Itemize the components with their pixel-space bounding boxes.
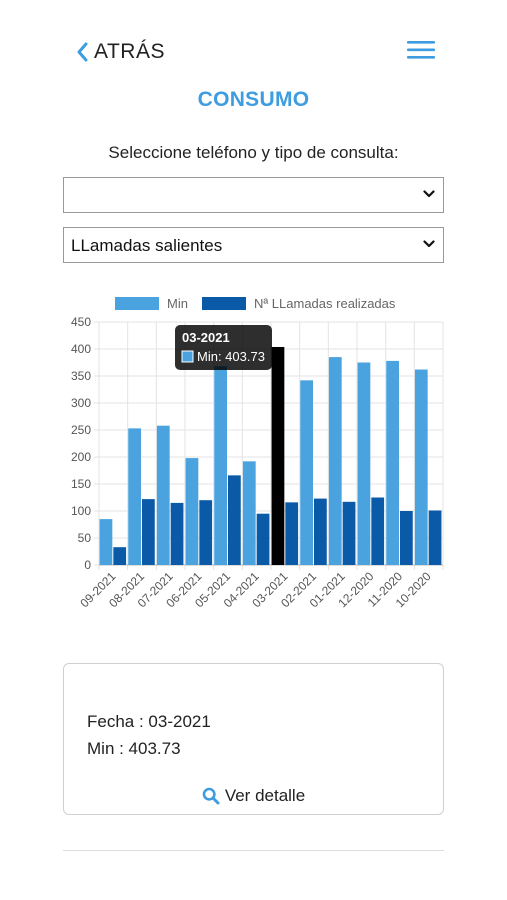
bar-min[interactable]	[242, 461, 256, 565]
y-tick-label: 350	[71, 369, 91, 383]
detail-minutes: Min : 403.73	[87, 739, 181, 758]
y-tick-label: 0	[84, 558, 91, 572]
bar-calls[interactable]	[199, 500, 213, 565]
tooltip-label: Min: 403.73	[197, 349, 265, 364]
bar-calls[interactable]	[228, 475, 241, 565]
bar-min[interactable]	[300, 380, 313, 565]
bar-calls[interactable]	[113, 547, 127, 565]
bar-min[interactable]	[128, 428, 141, 565]
bar-calls[interactable]	[428, 510, 442, 565]
bar-calls[interactable]	[400, 511, 413, 565]
y-tick-label: 100	[71, 504, 91, 518]
detail-date: Fecha : 03-2021	[87, 712, 211, 731]
query-type-select[interactable]: LLamadas salientes	[63, 227, 444, 263]
chevron-down-icon	[423, 240, 435, 248]
legend-swatch[interactable]	[202, 297, 246, 310]
tooltip-title: 03-2021	[182, 330, 230, 345]
y-tick-label: 50	[78, 531, 92, 545]
tooltip-box	[175, 325, 272, 370]
phone-select[interactable]	[63, 177, 444, 213]
bar-min[interactable]	[328, 357, 342, 565]
query-type-select-value: LLamadas salientes	[71, 236, 223, 255]
bar-calls[interactable]	[142, 499, 155, 565]
chevron-left-icon	[77, 42, 88, 62]
bar-calls[interactable]	[314, 498, 327, 565]
page-subtitle: Seleccione teléfono y tipo de consulta:	[108, 143, 399, 162]
bar-min[interactable]	[214, 366, 227, 565]
bar-min[interactable]	[386, 360, 399, 565]
bar-calls[interactable]	[371, 497, 385, 566]
y-tick-label: 300	[71, 396, 91, 410]
bar-calls[interactable]	[170, 502, 184, 565]
bar-min[interactable]	[156, 425, 170, 565]
bar-min[interactable]	[357, 362, 371, 566]
bar-min[interactable]	[185, 458, 199, 565]
chevron-down-icon	[423, 190, 435, 198]
search-icon	[202, 787, 220, 805]
bar-min[interactable]	[271, 346, 285, 565]
legend-label[interactable]: Min	[167, 296, 188, 311]
y-tick-label: 400	[71, 342, 91, 356]
footer-divider	[63, 850, 444, 851]
bar-calls[interactable]	[256, 513, 270, 565]
app-header: ATRÁS	[0, 0, 507, 80]
bar-min[interactable]	[414, 369, 428, 565]
y-tick-label: 150	[71, 477, 91, 491]
bar-calls[interactable]	[285, 502, 299, 565]
legend-swatch[interactable]	[115, 297, 159, 310]
page-title: CONSUMO	[197, 88, 310, 111]
hamburger-menu-icon[interactable]	[406, 38, 436, 62]
view-detail-label: Ver detalle	[224, 786, 306, 805]
back-label: ATRÁS	[94, 40, 165, 63]
view-detail-link[interactable]: Ver detalle	[64, 786, 443, 806]
legend-label[interactable]: Nª LLamadas realizadas	[254, 296, 396, 311]
back-button[interactable]: ATRÁS	[76, 40, 165, 64]
consumption-bar-chart[interactable]: 05010015020025030035040045009-202108-202…	[55, 290, 455, 650]
y-tick-label: 200	[71, 450, 91, 464]
y-tick-label: 250	[71, 423, 91, 437]
detail-card: Fecha : 03-2021 Min : 403.73 Ver detalle	[63, 663, 444, 815]
bar-min[interactable]	[99, 519, 113, 565]
tooltip-swatch	[181, 350, 194, 363]
y-tick-label: 450	[71, 315, 91, 329]
bar-calls[interactable]	[342, 501, 356, 565]
